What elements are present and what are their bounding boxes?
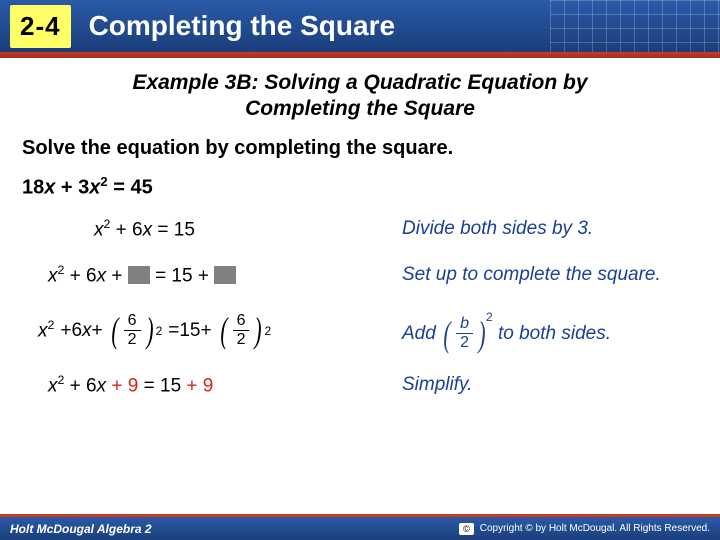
example-title: Example 3B: Solving a Quadratic Equation… bbox=[22, 70, 698, 123]
step-3-equation: x2 +6x+ (62)2 =15+ (62)2 bbox=[22, 313, 402, 348]
step-4-equation: x2 + 6x + 9 = 15 + 9 bbox=[22, 373, 402, 397]
header-title: Completing the Square bbox=[89, 10, 395, 42]
footer-bar: Holt McDougal Algebra 2 © Copyright © by… bbox=[0, 514, 720, 540]
example-title-line1: Example 3B: Solving a Quadratic Equation… bbox=[132, 71, 587, 94]
header-stripe bbox=[0, 52, 720, 58]
step-2-explain: Set up to complete the square. bbox=[402, 264, 702, 287]
step-3-explain: Add (b2)2 to both sides. bbox=[402, 310, 702, 351]
example-title-line2: Completing the Square bbox=[245, 97, 475, 120]
step-1-explain: Divide both sides by 3. bbox=[402, 218, 702, 241]
copyright-icon: © bbox=[459, 523, 474, 535]
add-term-icon: (b2) bbox=[441, 316, 488, 351]
header-bar: 2-4 Completing the Square bbox=[0, 0, 720, 52]
instruction-text: Solve the equation by completing the squ… bbox=[22, 137, 698, 160]
steps-grid: x2 + 6x = 15 Divide both sides by 3. x2 … bbox=[22, 217, 698, 397]
step-3-suffix: to both sides. bbox=[498, 323, 611, 344]
step-3-prefix: Add bbox=[402, 323, 441, 344]
step-1-equation: x2 + 6x = 15 bbox=[22, 217, 402, 241]
step-2-equation: x2 + 6x + = 15 + bbox=[22, 263, 402, 287]
footer-left-text: Holt McDougal Algebra 2 bbox=[10, 522, 152, 536]
footer-right-text: © Copyright © by Holt McDougal. All Righ… bbox=[459, 523, 710, 535]
lesson-number-badge: 2-4 bbox=[10, 5, 71, 48]
header-grid-decoration bbox=[550, 0, 720, 52]
content-area: Example 3B: Solving a Quadratic Equation… bbox=[0, 52, 720, 398]
footer-copyright: Copyright © by Holt McDougal. All Rights… bbox=[480, 523, 710, 534]
step-4-explain: Simplify. bbox=[402, 374, 702, 397]
main-equation: 18x + 3x2 = 45 bbox=[22, 174, 698, 200]
